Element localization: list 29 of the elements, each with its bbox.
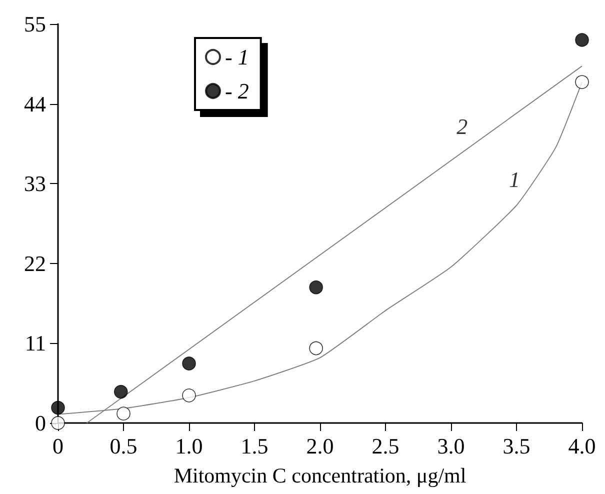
point xyxy=(114,384,128,399)
y-tick-label: 11 xyxy=(24,330,46,356)
y-tick-label: 33 xyxy=(24,171,46,196)
y-tick-label: 22 xyxy=(24,250,46,276)
point xyxy=(182,388,196,402)
point xyxy=(575,33,589,47)
y-tick-label: 44 xyxy=(24,91,46,116)
point xyxy=(575,75,589,89)
x-tick-label: 2.5 xyxy=(372,434,400,458)
x-tick-label: 3.0 xyxy=(437,434,465,458)
legend-label: - 2 xyxy=(225,78,249,104)
legend-label: - 1 xyxy=(225,44,249,70)
y-tick-label: 0 xyxy=(35,410,46,436)
point xyxy=(116,406,130,420)
x-tick-label: 0.5 xyxy=(110,434,138,458)
point xyxy=(51,400,65,415)
x-tick-label: 1.5 xyxy=(240,434,268,458)
x-axis-title: Mitomycin C concentration, μg/ml xyxy=(174,464,466,488)
x-tick-label: 3.5 xyxy=(502,434,530,458)
point xyxy=(309,341,323,356)
x-tick-label: 0 xyxy=(52,434,64,458)
annotation: 2 xyxy=(456,114,468,139)
x-tick-label: 1.0 xyxy=(175,434,203,458)
y-tick-label: 55 xyxy=(24,12,46,36)
point xyxy=(182,356,196,370)
annotation: 1 xyxy=(509,166,520,192)
x-tick-label: 2.0 xyxy=(306,434,334,458)
point xyxy=(309,280,323,294)
x-tick-label: 4.0 xyxy=(568,434,596,458)
